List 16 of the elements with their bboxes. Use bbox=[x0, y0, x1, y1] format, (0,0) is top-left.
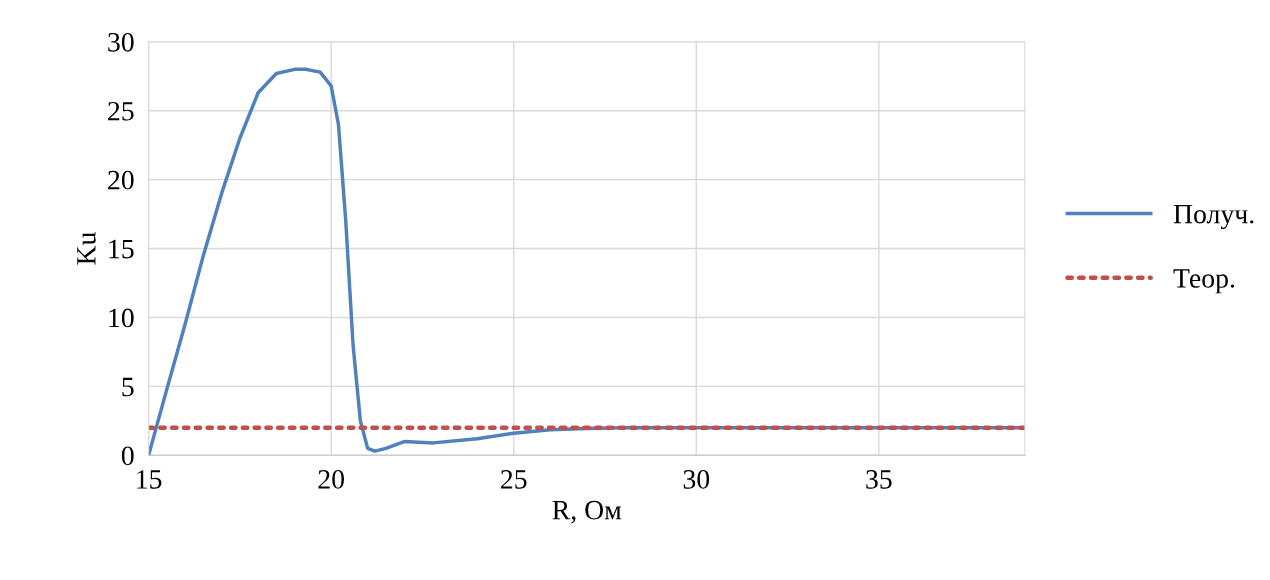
y-axis-title: Ku bbox=[77, 232, 96, 265]
legend-label: Теор. bbox=[1173, 269, 1235, 294]
y-tick-label: 0 bbox=[121, 446, 134, 466]
legend-label: Получ. bbox=[1173, 204, 1254, 230]
y-tick-label: 30 bbox=[108, 32, 134, 52]
x-tick-label: 15 bbox=[137, 470, 162, 489]
x-axis-title: R, Ом bbox=[552, 500, 622, 524]
y-tick-label: 20 bbox=[108, 170, 134, 190]
y-tick-label: 5 bbox=[122, 377, 134, 397]
x-tick-label: 20 bbox=[318, 469, 344, 489]
y-tick-label: 10 bbox=[109, 308, 134, 328]
x-tick-label: 25 bbox=[501, 470, 527, 489]
y-tick-label: 15 bbox=[109, 239, 134, 259]
x-tick-label: 35 bbox=[866, 470, 892, 489]
y-tick-label: 25 bbox=[108, 101, 134, 121]
x-tick-label: 30 bbox=[683, 469, 710, 489]
